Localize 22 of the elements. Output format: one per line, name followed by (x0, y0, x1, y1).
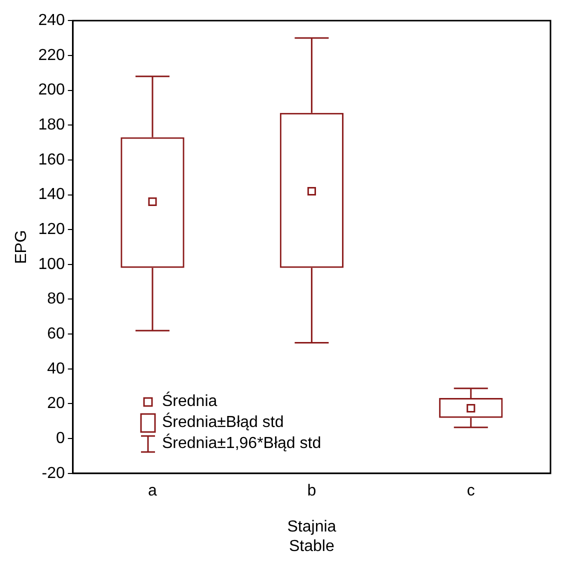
y-tick-label: 120 (38, 220, 65, 238)
y-tick-label: 240 (38, 12, 65, 30)
x-axis-title: Stajnia Stable (287, 518, 336, 555)
annotation: Średnia (162, 391, 218, 412)
x-tick-label: b (307, 482, 316, 500)
y-tick-label: 180 (38, 116, 65, 134)
annotation: Średnia±Błąd std (162, 412, 284, 433)
y-tick-label: 200 (38, 82, 65, 99)
y-tick-label: 0 (56, 430, 65, 447)
x-tick-label: c (466, 482, 475, 500)
x-tick-label: a (148, 482, 158, 500)
y-tick-label: 40 (47, 360, 65, 378)
y-tick-label: 80 (47, 290, 65, 308)
y-tick-label: 220 (38, 46, 65, 64)
y-tick-label: 20 (47, 395, 65, 412)
y-axis-title: EPG (13, 230, 30, 264)
y-tick-label: 160 (38, 151, 65, 168)
y-tick-label: -20 (42, 464, 65, 482)
y-tick-label: 60 (47, 325, 65, 342)
annotation: Średnia±1,96*Błąd std (162, 433, 322, 454)
y-tick-label: 140 (38, 186, 65, 204)
y-tick-label: 100 (38, 256, 65, 273)
